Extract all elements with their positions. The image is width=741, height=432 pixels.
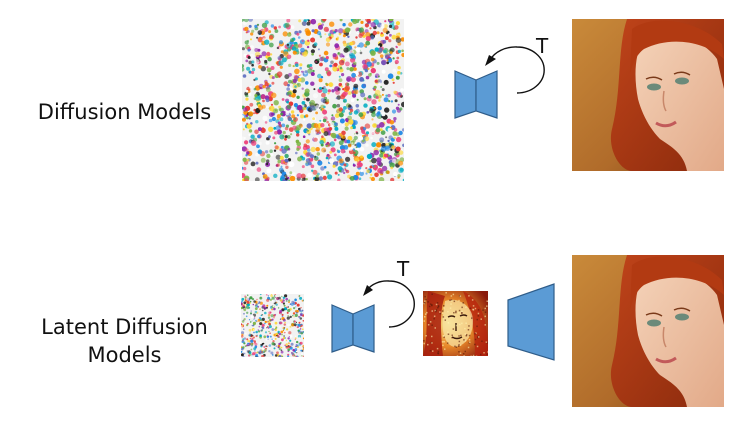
unet-hourglass-icon [331,304,375,353]
timestep-label: T [536,34,549,58]
portrait-photo-icon [572,19,724,171]
loop-arrow-icon [363,280,415,328]
row-label-diffusion-models: Diffusion Models [37,100,212,124]
portrait-photo-icon [572,255,724,407]
row-label-line-2: Models [87,343,162,367]
row-label-line-1: Latent Diffusion [41,315,208,339]
decoder-trapezoid-icon [507,283,555,361]
row-label-latent-diffusion-models: Latent Diffusion Models [22,313,227,369]
loop-arrow-icon [485,46,545,94]
noise-image-icon [242,19,404,181]
unet-hourglass-icon [454,70,498,119]
unet-block [454,46,545,119]
timestep-label: T [397,257,410,281]
unet-block [331,280,415,353]
latent-portrait-icon [423,291,488,356]
small-noise-image-icon [241,294,304,357]
